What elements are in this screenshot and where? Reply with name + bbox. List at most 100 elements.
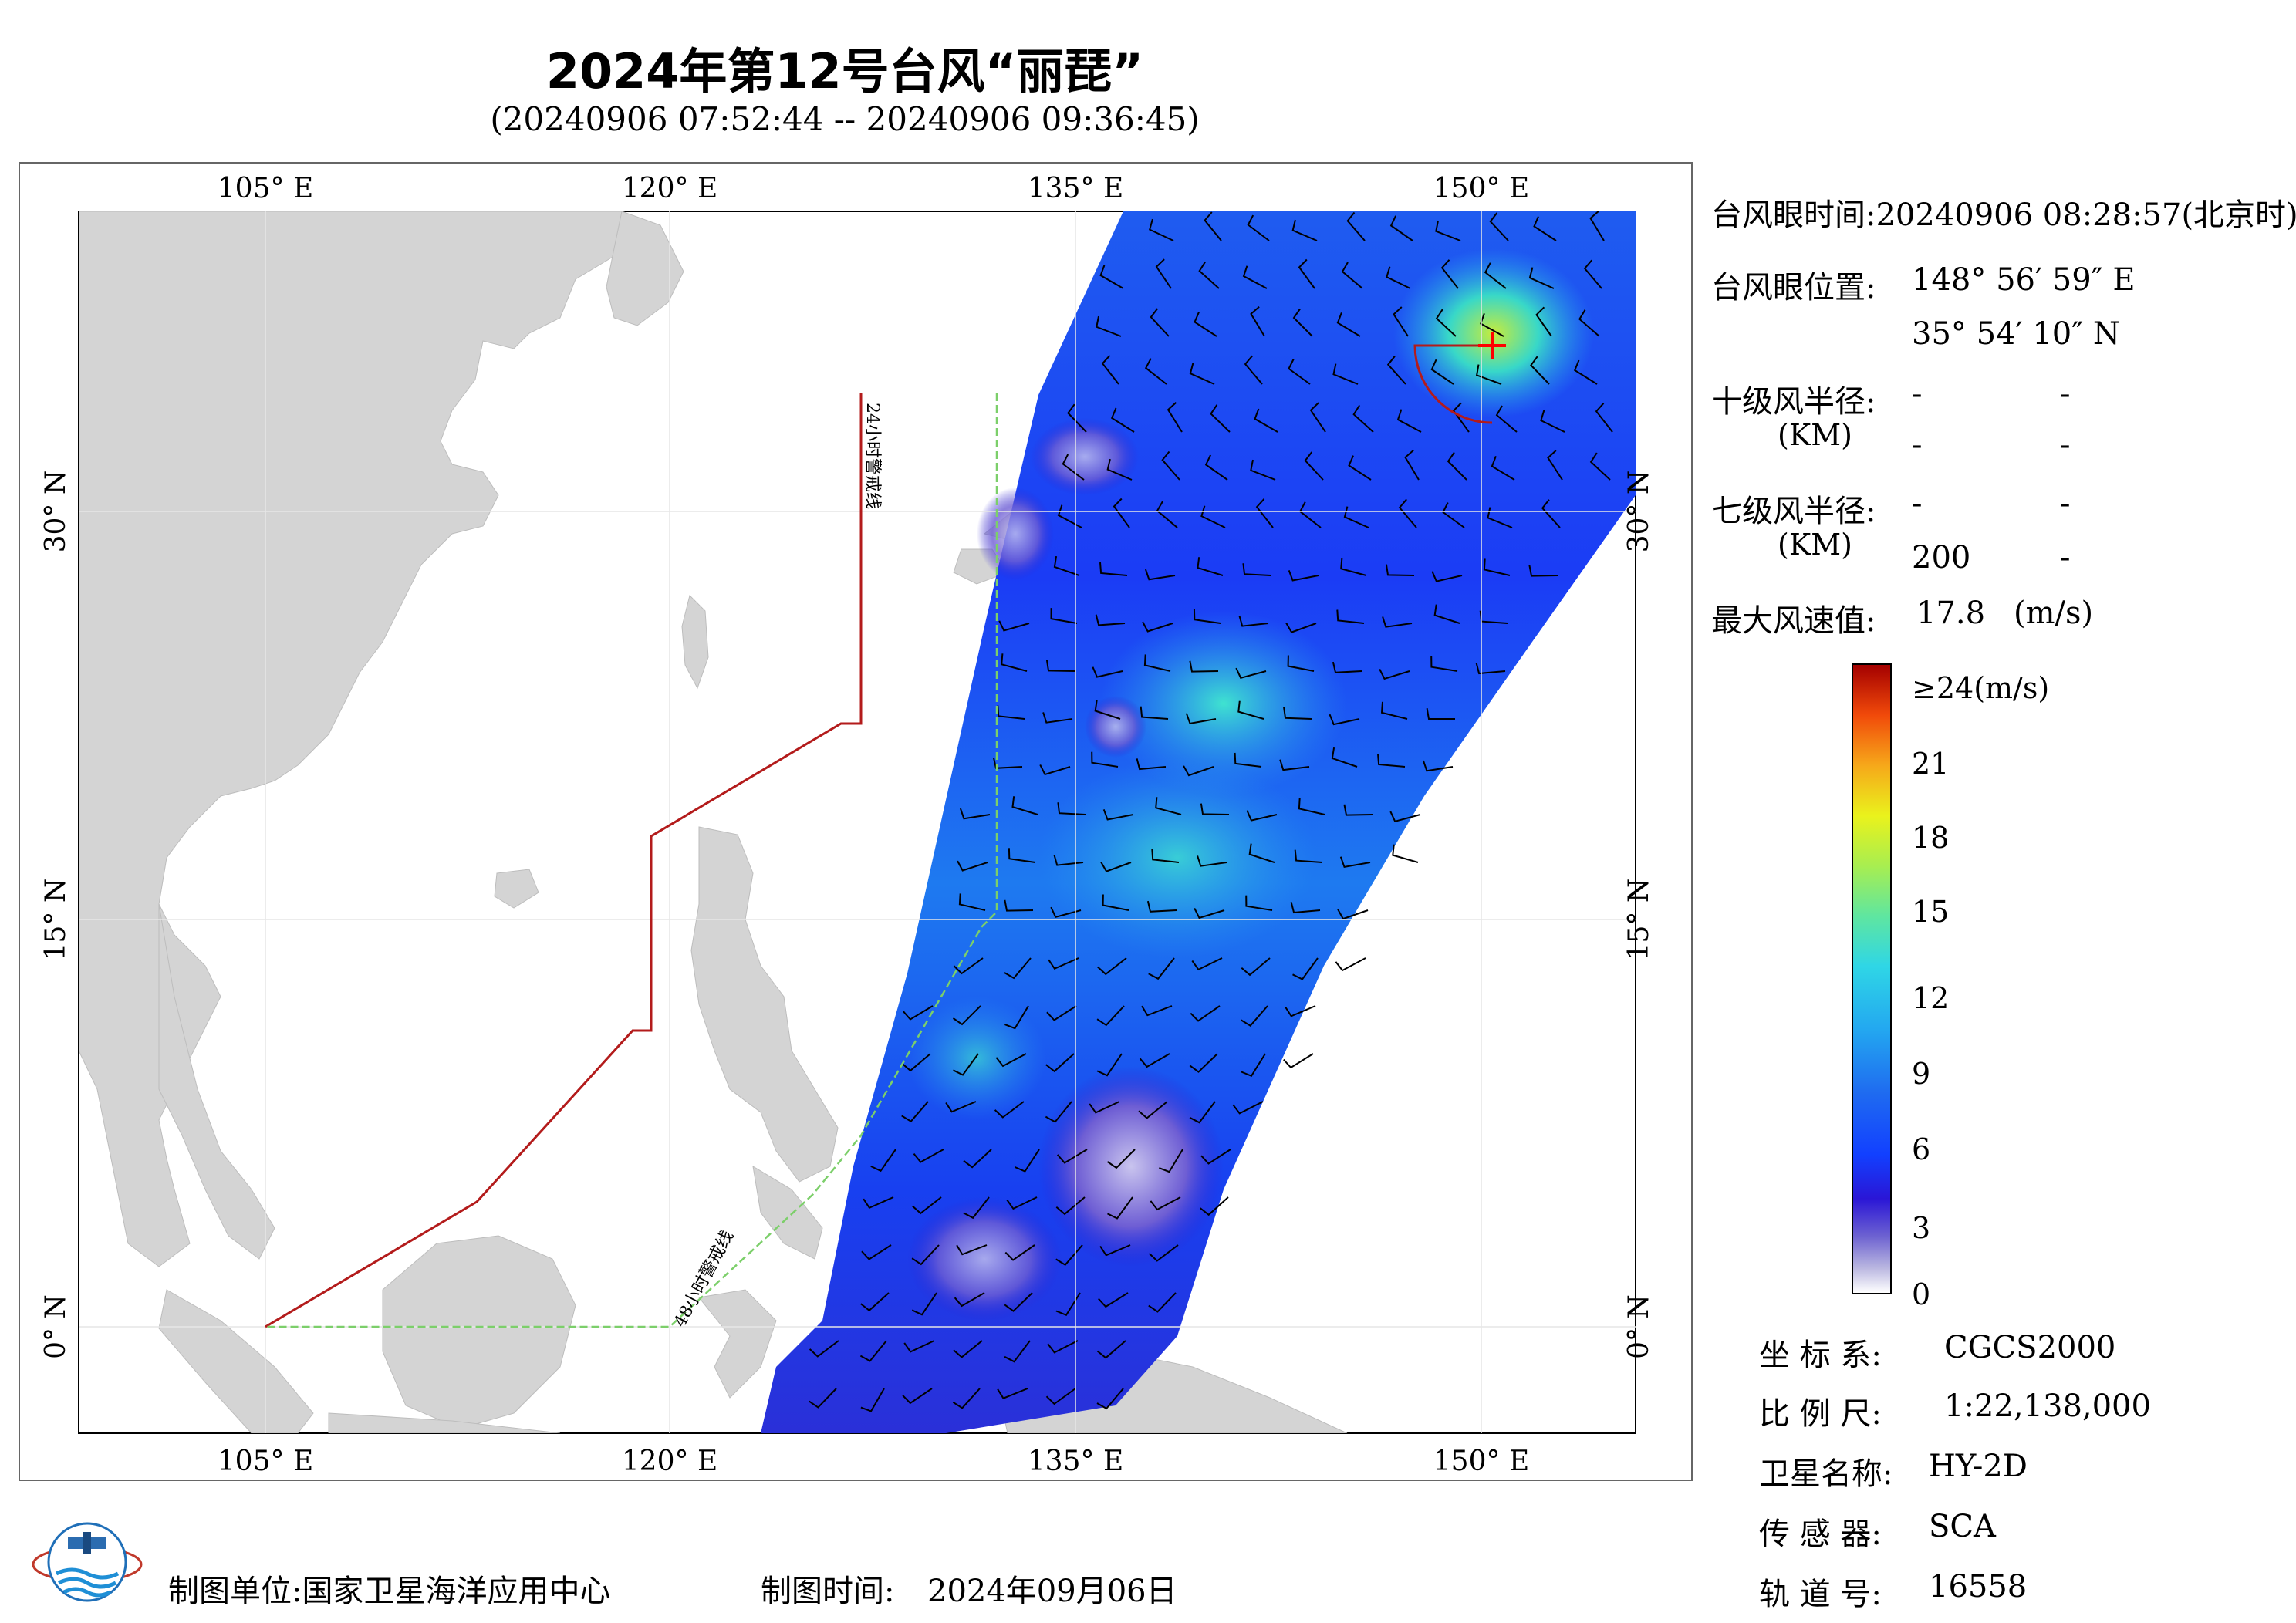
wind-barb: [1099, 562, 1128, 576]
wind-barb: [861, 1244, 892, 1260]
eye-time-row: 台风眼时间:20240906 08:28:57(北京时): [1711, 190, 2296, 235]
wind-barb: [1241, 1005, 1268, 1027]
r7-unit: (KM): [1778, 528, 1852, 562]
wind-barb: [1583, 259, 1602, 289]
lon-label-bottom-105: 105° E: [218, 1446, 313, 1477]
wind-barb: [901, 1053, 931, 1072]
wind-barb: [1242, 265, 1268, 289]
wind-barb: [1392, 844, 1419, 863]
max-wind-label: 最大风速值:: [1711, 603, 1876, 639]
r7-value-1: -: [1912, 486, 1923, 521]
wind-barb: [1045, 1101, 1072, 1123]
wind-barb: [1056, 1149, 1088, 1164]
wind-barb: [860, 1292, 890, 1312]
wind-barb: [1091, 751, 1119, 768]
wind-barb: [1053, 854, 1084, 866]
producer-row: 制图单位:国家卫星海洋应用中心: [168, 1566, 610, 1611]
wind-barb: [1250, 459, 1276, 481]
wind-barb: [963, 1149, 992, 1169]
wind-barb: [1341, 262, 1363, 289]
lat-label-right-15: 15° N: [1623, 879, 1655, 961]
wind-barb: [1294, 849, 1323, 863]
wind-barb: [1004, 1340, 1031, 1363]
wind-barb: [1447, 451, 1467, 481]
wind-barb: [997, 705, 1025, 720]
r7-label: 七级风半径:: [1711, 494, 1876, 529]
wind-barb: [1379, 668, 1410, 680]
wind-barb: [1431, 571, 1463, 582]
r7-value-4: -: [2060, 540, 2071, 575]
r10-label: 十级风半径:: [1711, 384, 1876, 420]
wind-barb: [1096, 1388, 1124, 1410]
eye-position-label: 台风眼位置:: [1711, 270, 1876, 305]
wind-barb: [1247, 214, 1270, 241]
satellite-value: HY-2D: [1929, 1449, 2028, 1484]
wind-barb: [1255, 498, 1274, 528]
wind-barb: [1194, 312, 1217, 337]
wind-barb: [1385, 564, 1415, 576]
wind-barb: [954, 1292, 985, 1308]
sensor-label: 传 感 器:: [1759, 1517, 1882, 1552]
wind-barb: [1336, 312, 1361, 337]
wind-barb: [957, 860, 988, 872]
typhoon-eye-marker[interactable]: [1413, 332, 1506, 424]
wind-barb: [1589, 211, 1605, 241]
wind-barb: [1489, 212, 1509, 241]
max-wind-value: 17.8: [1916, 596, 1986, 631]
wind-barb: [1343, 506, 1369, 528]
wind-barb: [1254, 408, 1278, 433]
wind-barb: [1067, 403, 1087, 433]
warning-line-48h: [265, 393, 998, 1328]
wind-barb: [1193, 609, 1221, 624]
wind-barb: [959, 808, 991, 820]
wind-barb: [1232, 1101, 1264, 1115]
wind-barb: [1198, 261, 1220, 289]
wind-barb: [1244, 355, 1263, 385]
wind-barb: [1191, 957, 1223, 971]
wind-barb: [1197, 855, 1227, 867]
scale-label: 比 例 尺:: [1759, 1396, 1882, 1432]
wind-barb: [1042, 712, 1073, 724]
scale-value: 1:22,138,000: [1944, 1388, 2151, 1424]
warning-24h-label: 24小时警戒线: [863, 403, 882, 509]
wind-barb: [1200, 1196, 1229, 1216]
wind-barb: [1136, 758, 1167, 771]
wind-barb: [1430, 656, 1458, 672]
wind-barb: [1004, 1244, 1035, 1261]
wind-barb: [1491, 456, 1515, 481]
wind-barb: [1204, 211, 1222, 241]
lat-label-left-30: 30° N: [40, 471, 72, 553]
wind-barb: [859, 1340, 887, 1362]
r10-value-2: -: [2060, 376, 2071, 412]
wind-barb: [1004, 1005, 1029, 1030]
wind-barb: [1292, 219, 1318, 241]
wind-barb: [1329, 714, 1360, 726]
wind-barb: [809, 1388, 837, 1409]
colorbar-tick-6: 6: [1912, 1132, 1931, 1166]
wind-barb: [1386, 266, 1411, 289]
lon-label-bottom-135: 135° E: [1028, 1446, 1123, 1477]
wind-barb: [1189, 1101, 1216, 1124]
lon-label-top-150: 150° E: [1433, 173, 1529, 204]
producer-value: 国家卫星海洋应用中心: [302, 1574, 611, 1609]
wind-barb: [956, 1244, 988, 1256]
wind-barb: [1422, 760, 1454, 772]
wind-barb: [1298, 258, 1315, 289]
wind-barb: [1535, 306, 1552, 337]
wind-barb: [1099, 265, 1124, 289]
lon-label-top-135: 135° E: [1028, 173, 1123, 204]
wind-barb: [1279, 759, 1310, 771]
wind-barb: [1533, 216, 1557, 241]
wind-barb: [1190, 1005, 1221, 1022]
wind-barb: [1183, 765, 1214, 777]
wind-barb: [1242, 563, 1271, 576]
map-canvas[interactable]: 24小时警戒线 48小时警戒线 105° E 120° E 135° E 150…: [20, 164, 1691, 1480]
wind-barb: [913, 1149, 944, 1163]
wind-barb: [1298, 798, 1325, 815]
wind-barb: [1234, 752, 1262, 768]
wind-barb: [953, 957, 984, 975]
wind-barb: [1475, 663, 1506, 675]
colorbar-top-label: ≥24(m/s): [1912, 671, 2050, 705]
eye-longitude: 148° 56′ 59″ E: [1912, 262, 2136, 298]
wind-barb: [1102, 809, 1134, 821]
